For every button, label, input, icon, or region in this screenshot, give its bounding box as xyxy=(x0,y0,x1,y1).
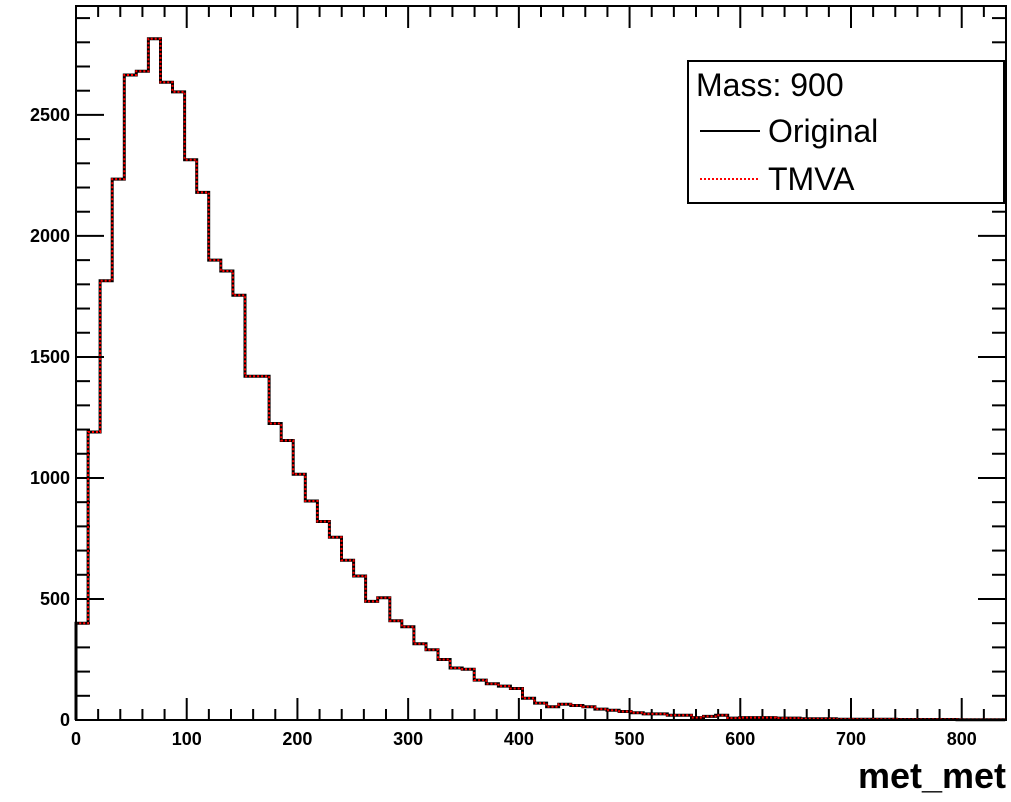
tick-labels: 0 100 200 300 400 500 600 700 800 0 500 1000 1500 200… xyxy=(30,105,977,749)
series-tmva xyxy=(75,37,1006,721)
legend-label-tmva: TMVA xyxy=(768,161,855,197)
plot-frame xyxy=(75,5,1007,721)
x-tick-label: 500 xyxy=(615,729,645,749)
y-tick-label: 2000 xyxy=(30,226,70,246)
y-tick-label: 1500 xyxy=(30,347,70,367)
legend-label-original: Original xyxy=(768,113,878,149)
x-tick-label: 300 xyxy=(393,729,423,749)
x-tick-label: 800 xyxy=(947,729,977,749)
series-layer xyxy=(74,37,1006,722)
y-tick-label: 500 xyxy=(40,589,70,609)
x-tick-label: 400 xyxy=(504,729,534,749)
x-tick-label: 0 xyxy=(71,729,81,749)
y-tick-label: 0 xyxy=(60,710,70,730)
legend: Mass: 900 Original TMVA xyxy=(687,60,1005,204)
x-tick-label: 600 xyxy=(725,729,755,749)
legend-title: Mass: 900 xyxy=(696,67,844,103)
y-tick-label: 1000 xyxy=(30,468,70,488)
x-tick-label: 100 xyxy=(172,729,202,749)
x-tick-label: 700 xyxy=(836,729,866,749)
y-tick-label: 2500 xyxy=(30,105,70,125)
x-tick-label: 200 xyxy=(282,729,312,749)
x-axis-title: met_met xyxy=(858,755,1006,796)
